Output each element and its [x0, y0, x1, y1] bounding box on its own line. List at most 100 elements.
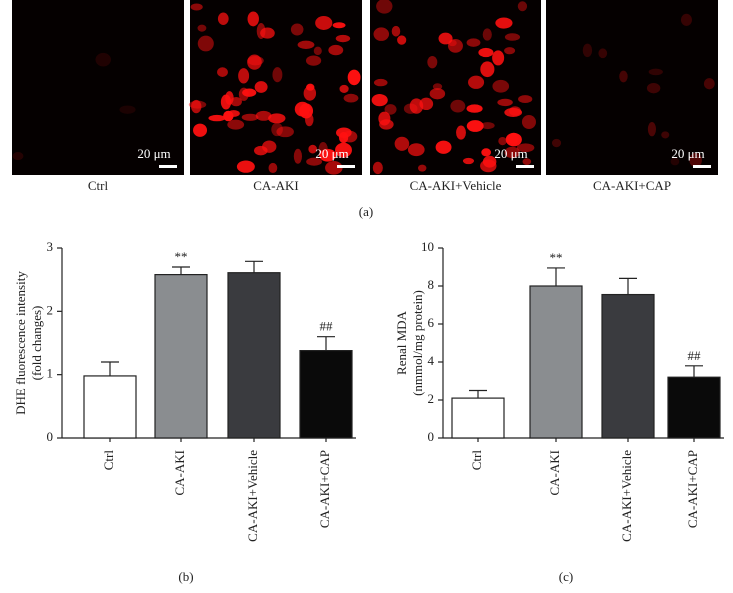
nucleus: [325, 160, 343, 175]
error-bar: [469, 389, 487, 399]
nucleus: [217, 67, 228, 77]
nucleus: [504, 33, 521, 41]
nucleus: [193, 123, 208, 137]
nucleus: [290, 23, 304, 36]
nucleus: [319, 148, 337, 162]
nucleus: [208, 114, 226, 122]
nucleus: [403, 103, 418, 114]
image-label: Ctrl: [88, 178, 109, 193]
nucleus: [268, 113, 286, 124]
x-tick-label: CA-AKI+CAP: [685, 450, 700, 528]
nucleus: [373, 78, 388, 87]
nucleus: [391, 25, 401, 37]
nucleus: [435, 140, 452, 154]
nucleus: [335, 34, 351, 43]
micrograph: [12, 0, 184, 175]
image-label: CA-AKI+CAP: [593, 178, 671, 193]
y-axis-label: (nmmol/mg protein): [410, 290, 425, 396]
error-bar: [245, 260, 263, 273]
nucleus: [407, 143, 425, 157]
nucleus: [394, 136, 410, 151]
nucleus: [294, 101, 311, 117]
nucleus: [522, 158, 532, 166]
nucleus: [551, 138, 562, 148]
y-tick-label: 0: [428, 429, 435, 444]
scale-bar-label: 20 μm: [494, 146, 527, 161]
nucleus: [255, 110, 272, 121]
nucleus: [518, 95, 533, 104]
y-axis-label: (fold changes): [29, 306, 44, 381]
error-bar: [317, 336, 335, 351]
scale-bar: [693, 165, 711, 168]
nucleus: [468, 75, 485, 89]
nucleus: [313, 46, 322, 56]
nucleus: [482, 28, 492, 41]
nucleus: [95, 52, 111, 67]
x-tick-label: CA-AKI: [172, 450, 187, 496]
nucleus: [217, 12, 229, 25]
nucleus: [438, 32, 453, 45]
nucleus: [492, 79, 510, 93]
nucleus: [466, 120, 484, 132]
nucleus: [450, 99, 466, 113]
nucleus: [305, 55, 322, 66]
y-tick-label: 10: [421, 239, 434, 254]
nucleus: [247, 54, 262, 70]
y-axis-label: DHE fluorescence intensity: [13, 271, 28, 415]
nucleus: [272, 67, 283, 83]
nucleus: [480, 61, 495, 78]
panel-caption: (b): [178, 569, 193, 584]
significance-label: ##: [320, 319, 334, 334]
micrograph: [546, 0, 718, 175]
nucleus: [303, 85, 317, 101]
scale-bar-label: 20 μm: [315, 146, 348, 161]
bar: [154, 274, 208, 439]
micrographs: [12, 0, 718, 175]
nucleus: [197, 35, 214, 52]
nucleus: [372, 161, 383, 175]
nucleus: [466, 38, 481, 47]
x-tick-label: Ctrl: [469, 450, 484, 471]
nucleus: [188, 100, 207, 109]
nucleus: [260, 27, 275, 39]
bar: [299, 350, 353, 439]
nucleus: [508, 132, 519, 145]
nucleus: [647, 122, 656, 137]
nucleus: [253, 145, 268, 156]
nucleus: [227, 119, 245, 130]
nucleus: [582, 43, 593, 58]
nucleus: [223, 110, 234, 122]
y-tick-label: 4: [428, 353, 435, 368]
nucleus: [427, 55, 438, 69]
image-label: CA-AKI: [253, 178, 299, 193]
nucleus: [497, 98, 513, 107]
nucleus: [268, 162, 278, 174]
nucleus: [480, 122, 495, 130]
panel-caption: (a): [359, 204, 373, 219]
nucleus: [689, 152, 702, 168]
scale-bar-label: 20 μm: [671, 146, 704, 161]
bar: [529, 285, 583, 439]
significance-label: ##: [688, 348, 702, 363]
y-tick-label: 2: [47, 302, 54, 317]
bar: [451, 397, 505, 439]
nucleus: [661, 131, 670, 139]
nucleus: [504, 107, 523, 117]
nucleus: [517, 1, 528, 12]
panel-caption: (c): [559, 569, 573, 584]
nucleus: [197, 24, 207, 32]
nucleus: [456, 125, 466, 140]
nucleus: [478, 47, 494, 58]
error-bar: [685, 365, 703, 378]
nucleus: [419, 97, 434, 111]
nucleus: [670, 157, 680, 166]
nucleus: [492, 50, 505, 66]
scale-bar: [159, 165, 177, 168]
error-bar: [547, 267, 565, 286]
x-tick-label: CA-AKI+CAP: [317, 450, 332, 528]
nucleus: [347, 69, 361, 86]
nucleus: [238, 68, 250, 84]
bar: [667, 376, 721, 439]
nucleus: [343, 93, 359, 103]
y-tick-label: 1: [47, 366, 54, 381]
